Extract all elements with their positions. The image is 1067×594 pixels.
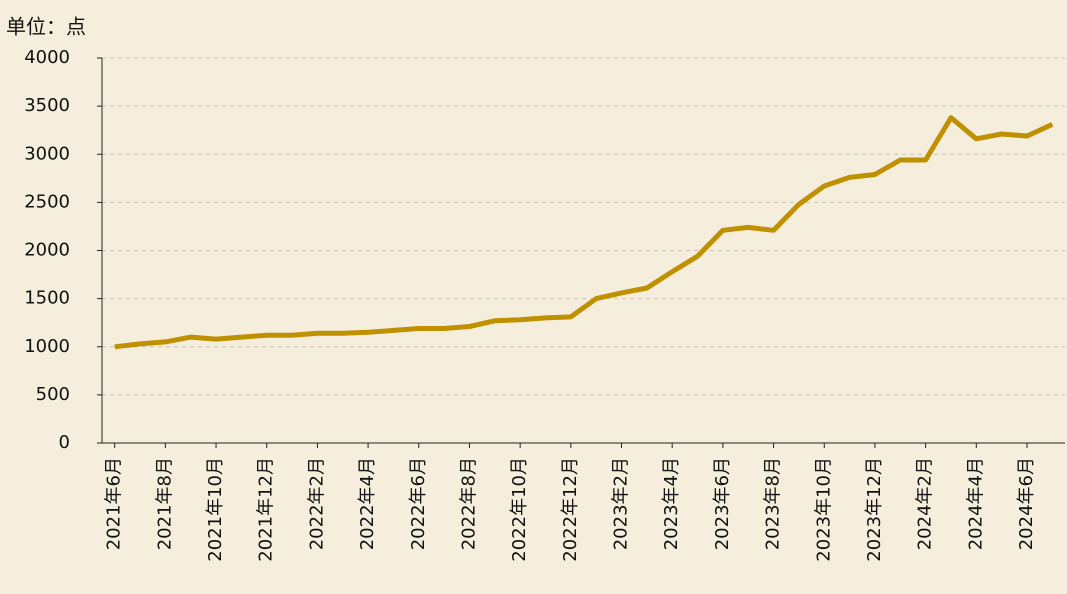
x-tick-label: 2021年6月 (104, 457, 125, 550)
x-tick-label: 2021年10月 (205, 457, 226, 562)
x-tick-label: 2023年6月 (712, 457, 733, 550)
x-tick-label: 2023年4月 (661, 457, 682, 550)
y-tick-label: 2000 (24, 240, 70, 261)
x-tick-label: 2022年12月 (560, 457, 581, 562)
x-tick-label: 2023年8月 (763, 457, 784, 550)
x-tick-label: 2024年2月 (915, 457, 936, 550)
x-tick-label: 2022年8月 (458, 457, 479, 550)
y-tick-label: 2500 (24, 191, 70, 212)
y-tick-label: 3000 (24, 143, 70, 164)
x-tick-label: 2024年4月 (965, 457, 986, 550)
x-tick-label: 2022年6月 (408, 457, 429, 550)
unit-label: 单位：点 (6, 15, 86, 39)
y-tick-label: 500 (36, 384, 70, 405)
x-tick-label: 2023年10月 (813, 457, 834, 562)
x-tick-label: 2022年4月 (357, 457, 378, 550)
x-tick-label: 2022年2月 (306, 457, 327, 550)
y-tick-label: 3500 (24, 95, 70, 116)
x-tick-label: 2023年2月 (611, 457, 632, 550)
y-tick-label: 4000 (24, 47, 70, 68)
y-tick-label: 0 (59, 432, 70, 453)
x-tick-label: 2021年8月 (154, 457, 175, 550)
y-tick-label: 1500 (24, 288, 70, 309)
x-tick-label: 2021年12月 (256, 457, 277, 562)
x-tick-label: 2022年10月 (509, 457, 530, 562)
y-tick-label: 1000 (24, 336, 70, 357)
x-tick-label: 2024年6月 (1016, 457, 1037, 550)
line-series (114, 115, 1054, 350)
x-tick-label: 2023年12月 (864, 457, 885, 562)
